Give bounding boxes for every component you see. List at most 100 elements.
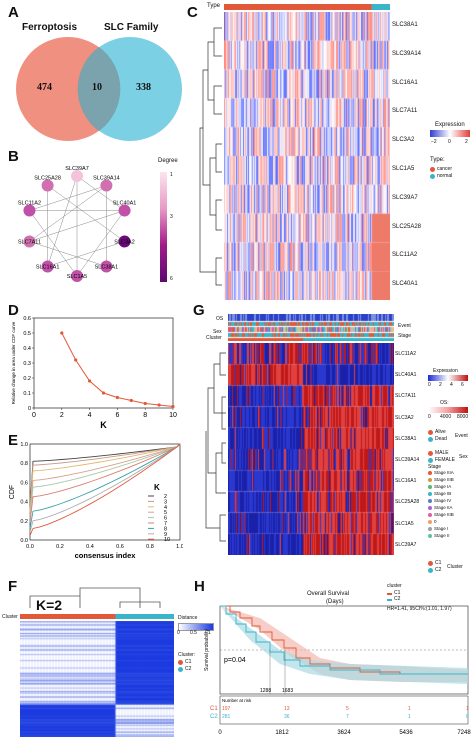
- data-point: [115, 395, 119, 400]
- type-legend-normal-dot: [430, 174, 435, 179]
- stage-legend-item: 0: [434, 519, 437, 524]
- heatmap-c-gene-label: SLC1A5: [392, 166, 415, 172]
- legend-item: 5: [164, 510, 167, 516]
- cluster-g-c2-dot: [428, 568, 433, 573]
- annotation-tracks: [228, 314, 394, 341]
- heatmap-g-gene-labels: SLC11A2 SLC40A1 SLC7A11 SLC3A2 SLC38A1 SLC39A…: [395, 343, 435, 555]
- legend-item: 3: [164, 499, 167, 505]
- consensus-cdf-chart: 0.0 0.2 0.4 0.6 0.8 1.0 0.0 0.2 0.4 0.6 0.8 1.0 cons…: [9, 442, 183, 560]
- x-tick-label: 0: [32, 412, 36, 419]
- stage-legend-item: Stage IIIA: [434, 470, 454, 475]
- type-legend-title: Type:: [430, 157, 445, 163]
- heatmap-g-gene-label: SLC38A1: [395, 435, 417, 442]
- cluster-legend-c1: C1: [185, 659, 192, 665]
- heatmap-c-gene-label: SLC16A1: [392, 79, 418, 86]
- degree-tick-1: 1: [170, 172, 173, 178]
- network-node: [41, 179, 54, 192]
- network-node: [41, 260, 54, 273]
- data-point: [171, 404, 175, 409]
- legend-item: 10: [164, 537, 170, 543]
- km-plot-title: Overall Survival: [307, 591, 350, 597]
- data-point: [143, 401, 147, 406]
- network-edge: [29, 210, 125, 242]
- stage-legend-dot: [428, 520, 432, 524]
- y-axis-label: CDF: [9, 485, 16, 499]
- risk-value: 7: [346, 714, 349, 720]
- y-axis-label: Survival probability: [204, 629, 210, 671]
- legend-item: 4: [164, 505, 167, 511]
- median-label-c1: 1683: [282, 688, 293, 694]
- heatmap-g-gene-label: SLC11A2: [395, 351, 417, 357]
- event-track-label: Event: [398, 323, 411, 329]
- type-legend-cancer: cancer: [437, 166, 453, 172]
- panel-a-label: A: [8, 4, 19, 21]
- distance-legend-title: Distance: [178, 615, 198, 621]
- degree-legend-title: Degree: [158, 158, 178, 164]
- x-tick-label: 0.8: [146, 544, 154, 550]
- network-node-label: SLC38A1: [95, 264, 119, 270]
- venn-left-count: 474: [37, 82, 52, 93]
- stage-legend-dot: [428, 506, 432, 510]
- x-tick-label: 0.0: [26, 544, 34, 550]
- venn-left-title: Ferroptosis: [22, 22, 78, 33]
- data-point: [129, 398, 133, 403]
- km-hr-text: HR=1.41, 95CI%:(1.01, 1.97): [387, 606, 452, 612]
- x-tick-label: 3624: [337, 730, 351, 736]
- venn-right-title: SLC Family: [104, 22, 159, 33]
- network-node: [100, 179, 113, 192]
- risk-value: 13: [284, 706, 290, 712]
- network-edge: [29, 185, 107, 211]
- x-tick-label: 0.4: [86, 544, 94, 550]
- heatmap-g-legend-title: Expression: [433, 368, 458, 374]
- cluster-track: [20, 614, 174, 619]
- network-node-label: SLC3A2: [114, 239, 135, 245]
- data-point: [157, 403, 161, 407]
- x-axis-label: consensus index: [75, 551, 137, 560]
- km-legend-title: cluster: [387, 583, 402, 589]
- network-edge: [29, 185, 107, 242]
- heatmap-c-gene-label: SLC25A28: [392, 223, 422, 230]
- sex-female-label: FEMALE: [435, 457, 456, 463]
- panel-d-label: D: [8, 302, 19, 319]
- heatmap-c-tick-0: 0: [448, 139, 451, 145]
- legend-title: K: [154, 483, 160, 492]
- ppi-network: SLC39A7 SLC39A14 SLC40A1 SLC3A2 SLC38A1 SLC1A…: [18, 166, 136, 282]
- x-tick-label: 0: [218, 730, 222, 736]
- event-dead-label: Dead: [435, 436, 447, 442]
- heatmap-g-gene-label: SLC39A14: [395, 457, 420, 463]
- km-survival-chart: 1288 1683 p=0.04 Survival probability Number…: [204, 605, 471, 736]
- distance-tick-05: 0.5: [190, 630, 197, 636]
- km-legend-c2: C2: [394, 596, 401, 602]
- stage-legend-item: Stage IA: [434, 484, 452, 489]
- stage-legend-dot: [428, 478, 432, 482]
- plot-frame: [29, 443, 181, 541]
- panel-c-label: C: [187, 4, 198, 21]
- risk-value: 1: [466, 706, 469, 712]
- network-edge: [29, 210, 78, 277]
- km-legend-c1: C1: [394, 590, 401, 596]
- stage-legend-dot: [428, 485, 432, 489]
- heatmap-g-tick-0: 0: [428, 382, 431, 388]
- consensus-dendrogram: [29, 587, 161, 608]
- median-label-c2: 1288: [260, 688, 271, 694]
- x-tick-label: 6: [115, 412, 119, 419]
- heatmap-g-gene-label: SLC39A7: [395, 541, 417, 548]
- y-tick-label: 0.2: [23, 376, 31, 382]
- c2-survival-curve: [220, 605, 468, 675]
- km-plot-subtitle: (Days): [326, 599, 344, 605]
- cluster-legend-c2: C2: [185, 666, 192, 672]
- network-node: [118, 204, 131, 217]
- sex-track-label: Sex: [213, 329, 222, 335]
- km-legend-c1-line: [387, 593, 392, 595]
- heatmap-c-gene-label: SLC39A7: [392, 194, 418, 201]
- network-node-label: SLC1A5: [67, 274, 88, 280]
- network-node-label: SLC16A1: [36, 264, 60, 270]
- stage-legend-item: Stage IIIB: [434, 477, 454, 482]
- network-node-label: SLC39A7: [65, 166, 89, 172]
- stage-legend-dot: [428, 534, 432, 538]
- event-dead-dot: [428, 437, 433, 442]
- venn-right-count: 338: [136, 82, 151, 93]
- expression-heatmap-c: [224, 12, 390, 300]
- venn-overlap-count: 10: [92, 82, 102, 93]
- stage-legend-dot: [428, 471, 432, 475]
